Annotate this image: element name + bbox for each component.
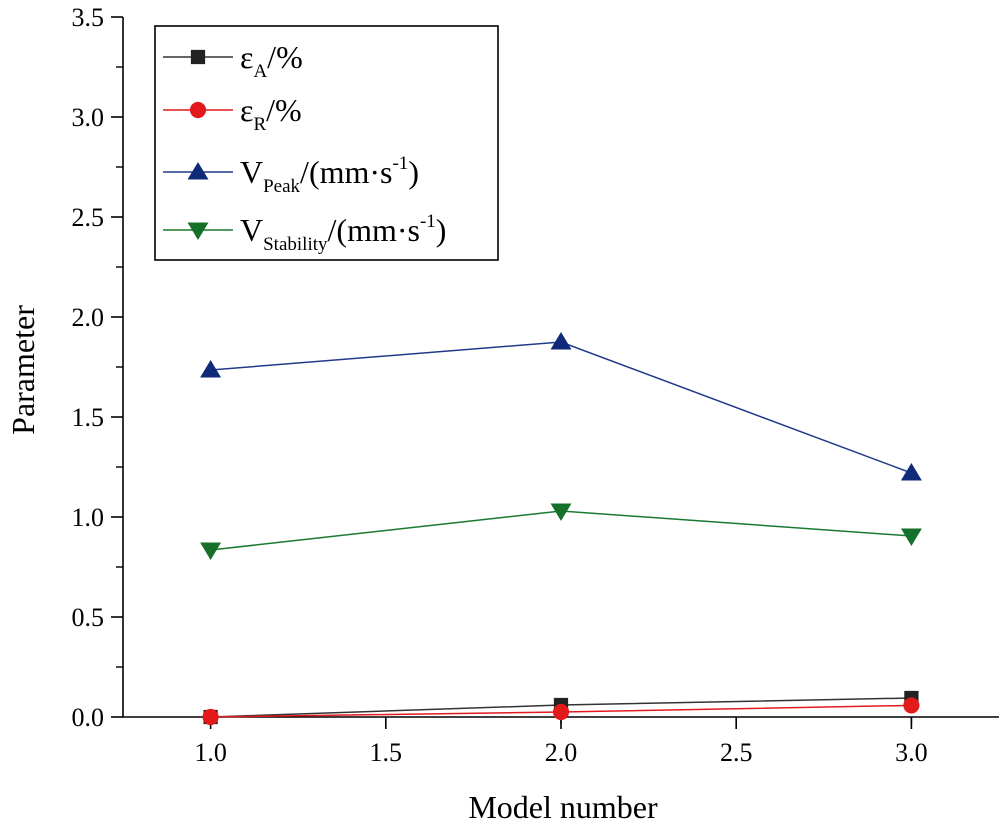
legend-label-tail: /(mm·s xyxy=(300,154,392,190)
legend-marker xyxy=(189,101,207,119)
legend-label-main: V xyxy=(240,154,263,190)
legend-marker xyxy=(187,162,209,180)
x-tick-label: 1.0 xyxy=(194,738,227,767)
legend-label-sub: A xyxy=(253,61,267,82)
legend-label: εR/% xyxy=(240,92,302,135)
legend-marker xyxy=(190,49,206,65)
x-tick-label: 2.5 xyxy=(720,738,753,767)
legend-entry: εA/% xyxy=(163,39,303,82)
series-layer xyxy=(200,332,922,726)
data-point xyxy=(900,463,922,481)
legend-label-main: ε xyxy=(240,92,253,128)
data-point xyxy=(200,360,222,378)
legend-label: VStability/(mm·s-1) xyxy=(240,211,446,255)
series-4 xyxy=(200,503,922,560)
axes: 1.0 1.5 2.0 2.5 3.0 0.0 0.5 1.0 1.5 2.0 2.5 3.0 3.5 xyxy=(72,3,999,767)
y-tick-label: 0.0 xyxy=(72,703,105,732)
data-point xyxy=(200,542,222,560)
legend-marker xyxy=(187,222,209,240)
legend-label-close: ) xyxy=(408,154,419,190)
legend-label-tail: /% xyxy=(267,39,303,75)
legend-entry: VPeak/(mm·s-1) xyxy=(163,153,419,197)
legend-label-close: ) xyxy=(436,212,447,248)
legend-box xyxy=(154,25,499,261)
series-line xyxy=(210,341,912,474)
x-tick-label: 2.0 xyxy=(545,738,578,767)
series-2 xyxy=(202,697,920,726)
legend-label-sub: R xyxy=(253,114,266,135)
x-tick-label: 3.0 xyxy=(895,738,928,767)
y-tick-label: 2.0 xyxy=(72,303,105,332)
data-point xyxy=(202,708,219,726)
y-tick-label: 0.5 xyxy=(72,603,105,632)
y-axis-title: Parameter xyxy=(5,305,41,435)
legend-entry: VStability/(mm·s-1) xyxy=(163,211,446,255)
y-tick-label: 1.0 xyxy=(72,503,105,532)
data-point xyxy=(900,528,922,546)
x-tick-label: 1.5 xyxy=(370,738,403,767)
legend: εA/%εR/%VPeak/(mm·s-1)VStability/(mm·s-1… xyxy=(154,25,499,261)
series-3 xyxy=(200,332,922,481)
legend-label: VPeak/(mm·s-1) xyxy=(240,153,419,197)
data-point xyxy=(550,332,572,350)
legend-label-main: ε xyxy=(240,39,253,75)
y-tick-label: 3.0 xyxy=(72,103,105,132)
legend-entry: εR/% xyxy=(163,92,302,135)
legend-label-main: V xyxy=(240,212,263,248)
legend-label-sub: Peak xyxy=(263,176,300,197)
legend-label-tail: /% xyxy=(266,92,302,128)
data-point xyxy=(903,697,920,714)
y-tick-label: 3.5 xyxy=(72,3,105,32)
data-point xyxy=(550,503,572,521)
data-point xyxy=(552,703,570,721)
legend-label-sub: Stability xyxy=(263,234,328,255)
legend-label: εA/% xyxy=(240,39,303,82)
y-tick-label: 2.5 xyxy=(72,203,105,232)
legend-label-tail: /(mm·s xyxy=(328,212,420,248)
legend-label-sup: -1 xyxy=(420,211,436,232)
x-axis-title: Model number xyxy=(468,789,658,825)
legend-label-sup: -1 xyxy=(392,153,408,174)
y-tick-label: 1.5 xyxy=(72,403,105,432)
